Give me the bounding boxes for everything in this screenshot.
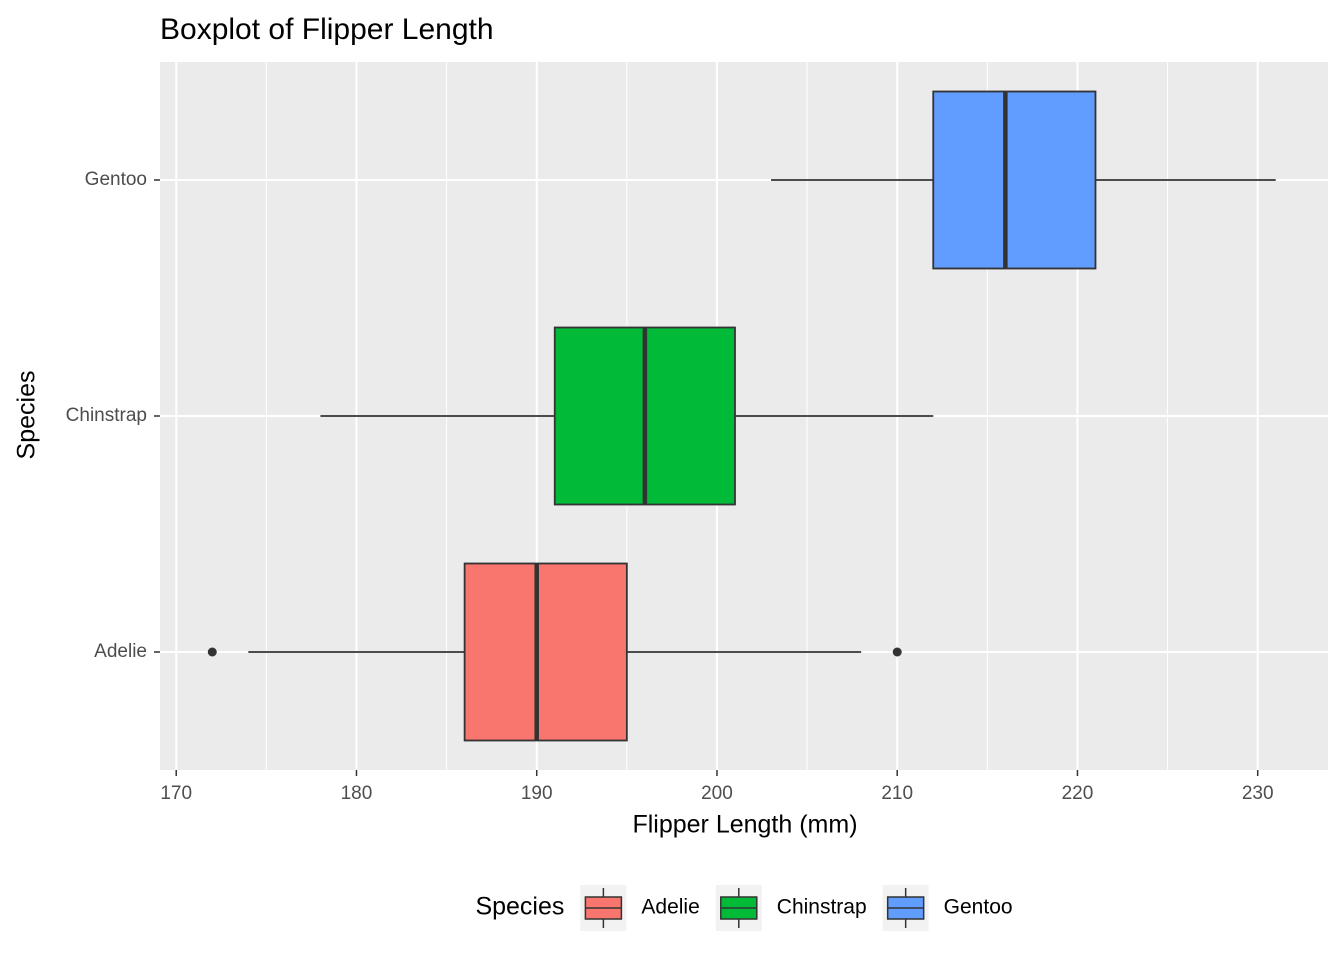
x-axis-title: Flipper Length (mm) [632,811,857,839]
legend-label: Chinstrap [777,896,867,919]
y-tick-label: Gentoo [85,169,147,190]
x-tick-label: 190 [521,783,553,804]
x-tick-label: 170 [160,783,192,804]
legend-label: Adelie [641,896,699,919]
legend-title: Species [475,893,564,921]
y-tick-label: Chinstrap [66,405,147,426]
box [932,90,1097,270]
legend-label: Gentoo [944,896,1013,919]
y-axis-title: Species [13,371,41,460]
x-tick-label: 220 [1062,783,1094,804]
legend-item: Chinstrap [715,885,867,931]
marks [207,90,1276,742]
outlier [207,647,217,657]
x-tick-label: 230 [1242,783,1274,804]
box [463,562,628,742]
legend-item: Gentoo [882,885,1013,931]
y-tick-label: Adelie [94,641,147,662]
outlier [892,647,902,657]
chart-title: Boxplot of Flipper Length [160,13,494,46]
x-tick-label: 180 [341,783,373,804]
x-tick-label: 210 [881,783,913,804]
legend: Species Adelie Chinstrap Gentoo [475,885,1013,931]
legend-item: Adelie [580,885,700,931]
x-tick-label: 200 [701,783,733,804]
